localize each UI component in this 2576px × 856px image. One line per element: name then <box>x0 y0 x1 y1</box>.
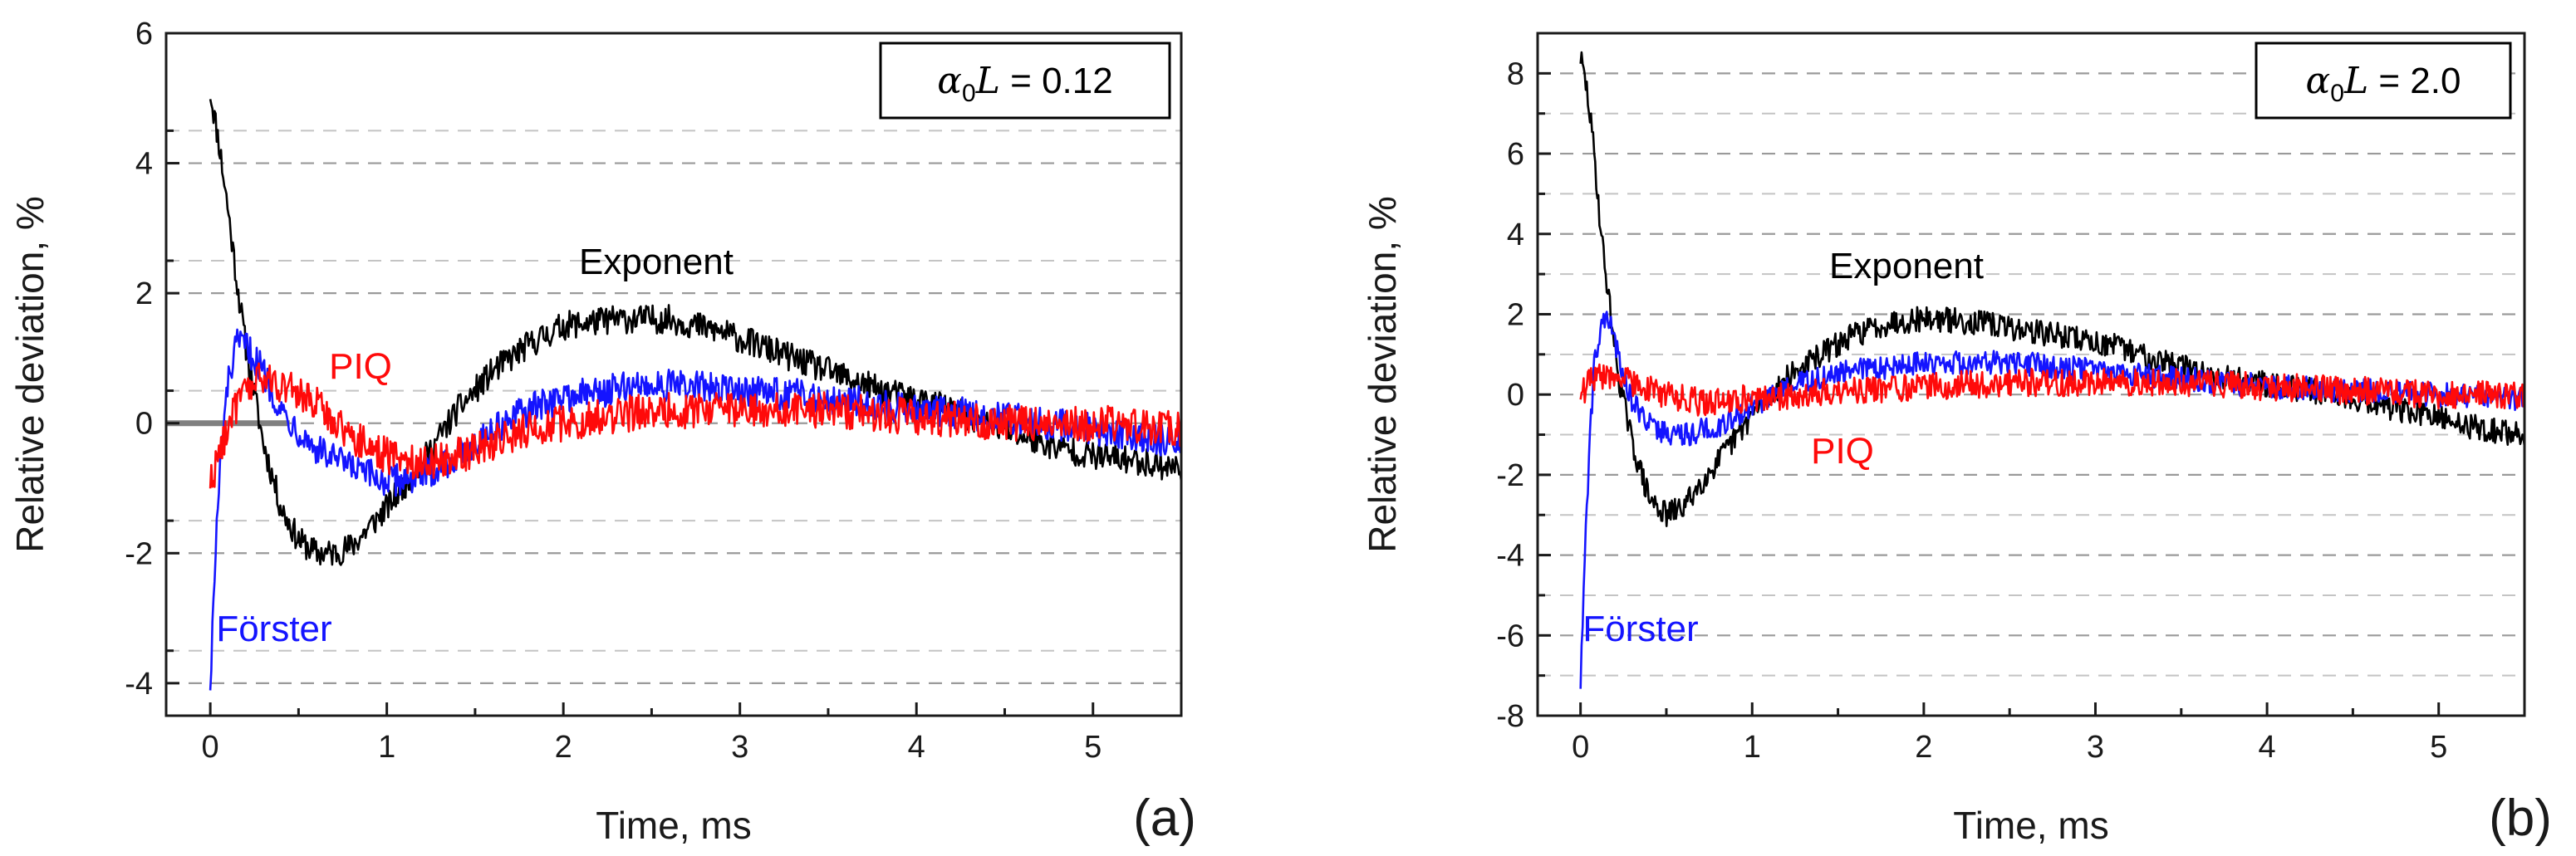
alpha-symbol: α <box>937 60 962 102</box>
y-tick-label: 2 <box>135 276 153 311</box>
x-tick-label: 2 <box>1915 730 1932 765</box>
y-tick-label: 4 <box>135 147 153 182</box>
panel-a-y-tick-labels: -4 -2 0 2 4 6 <box>125 17 153 702</box>
series-label-piq: PIQ <box>329 346 392 387</box>
x-tick-label: 0 <box>202 730 219 765</box>
series-label-exponent: Exponent <box>1829 246 1984 286</box>
x-tick-label: 1 <box>378 730 395 765</box>
parameter-box-frame <box>2255 42 2512 120</box>
parameter-value: = 0.12 <box>1000 61 1113 101</box>
x-tick-label: 1 <box>1744 730 1761 765</box>
x-tick-label: 3 <box>2087 730 2104 765</box>
panel-b-minor-grid <box>1538 112 2524 677</box>
x-tick-label: 5 <box>2430 730 2447 765</box>
series-label-forster: Förster <box>216 609 331 649</box>
series-label-exponent: Exponent <box>579 242 734 282</box>
y-axis-label: Relative deviation, % <box>1361 196 1404 553</box>
y-tick-label: -4 <box>1496 539 1524 574</box>
x-tick-label: 4 <box>2259 730 2276 765</box>
parameter-box: α0L = 0.12 <box>879 42 1171 120</box>
panel-b-ticks <box>1538 71 2441 717</box>
y-axis-label: Relative deviation, % <box>8 196 52 553</box>
panel-letter: (b) <box>2489 790 2552 847</box>
parameter-box-frame <box>879 42 1171 120</box>
parameter-value: = 2.0 <box>2368 61 2461 101</box>
y-tick-label: -6 <box>1496 619 1524 653</box>
panel-letter: (a) <box>1133 790 1196 847</box>
panel-b-x-tick-labels: 0 1 2 3 4 5 <box>1572 730 2447 765</box>
parameter-label: α0L = 2.0 <box>2306 60 2461 107</box>
x-tick-label: 4 <box>908 730 925 765</box>
series-line-piq <box>209 362 1181 489</box>
y-tick-label: 4 <box>1507 218 1524 252</box>
panel-b-chart: 0 1 2 3 4 5 -8 -6 -4 -2 0 2 4 6 8 Time, … <box>1361 32 2552 847</box>
alpha-subscript: 0 <box>2330 80 2344 107</box>
length-symbol: L <box>2343 60 2368 102</box>
panel-a-chart: 0 1 2 3 4 5 -4 -2 0 2 4 6 Time, ms Relat… <box>8 17 1196 847</box>
y-tick-label: -8 <box>1496 699 1524 734</box>
y-tick-label: 8 <box>1507 56 1524 91</box>
length-symbol: L <box>975 60 1000 102</box>
y-tick-label: 0 <box>135 407 153 442</box>
x-tick-label: 5 <box>1084 730 1102 765</box>
x-axis-label: Time, ms <box>1953 804 2108 847</box>
panel-b-series-group <box>1579 51 2524 689</box>
y-tick-label: -2 <box>125 536 153 571</box>
panel-a-plot-frame <box>164 32 1183 717</box>
panel-b-y-tick-labels: -8 -6 -4 -2 0 2 4 6 8 <box>1496 56 1524 734</box>
series-line-exponent <box>1579 51 2524 527</box>
y-tick-label: 6 <box>1507 137 1524 172</box>
y-tick-label: 2 <box>1507 297 1524 332</box>
x-tick-label: 2 <box>555 730 572 765</box>
series-line-exponent <box>209 99 1181 566</box>
panel-a-x-tick-labels: 0 1 2 3 4 5 <box>202 730 1102 765</box>
series-line-piq <box>1579 363 2524 417</box>
y-tick-label: 6 <box>135 17 153 51</box>
parameter-box: α0L = 2.0 <box>2255 42 2512 120</box>
parameter-label: α0L = 0.12 <box>937 60 1112 107</box>
y-tick-label: -4 <box>125 667 153 702</box>
panel-a-ticks <box>166 32 1095 716</box>
x-axis-label: Time, ms <box>596 804 751 847</box>
panel-b-plot-frame <box>1536 32 2526 717</box>
series-label-forster: Förster <box>1582 609 1698 649</box>
alpha-subscript: 0 <box>962 80 976 107</box>
x-tick-label: 3 <box>731 730 748 765</box>
series-label-piq: PIQ <box>1811 431 1874 472</box>
y-tick-label: -2 <box>1496 458 1524 493</box>
panel-a-minor-grid <box>166 130 1181 652</box>
series-line-forster <box>1579 311 2524 689</box>
y-tick-label: 0 <box>1507 378 1524 413</box>
panel-a-series-group <box>209 99 1181 691</box>
x-tick-label: 0 <box>1572 730 1589 765</box>
alpha-symbol: α <box>2306 60 2331 102</box>
